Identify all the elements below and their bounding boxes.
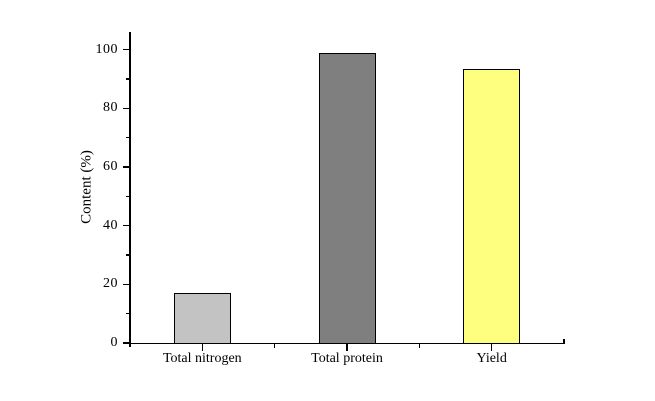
x-minor-tick (418, 344, 421, 348)
y-minor-tick (126, 254, 130, 256)
y-tick-label: 100 (95, 41, 118, 57)
bar-total-protein (318, 52, 376, 344)
x-major-tick (490, 344, 493, 351)
y-major-tick (123, 283, 130, 286)
y-major-tick (123, 224, 130, 227)
y-tick-label: 40 (103, 217, 118, 233)
y-tick-label: 0 (110, 335, 118, 350)
y-minor-tick (126, 312, 130, 315)
x-major-tick (346, 344, 348, 351)
y-minor-tick (126, 136, 130, 139)
x-category-label: Total protein (311, 351, 383, 366)
y-minor-tick (126, 195, 130, 198)
x-minor-tick (273, 344, 276, 348)
y-axis-title: Content (%) (78, 150, 95, 224)
y-tick-label: 20 (103, 276, 118, 292)
x-axis-end-tick (563, 338, 565, 343)
y-major-tick (123, 166, 130, 168)
bar-yield (463, 68, 521, 344)
x-category-label: Yield (476, 351, 507, 366)
x-major-tick (201, 344, 204, 351)
y-tick-label: 60 (103, 158, 118, 174)
y-axis-line (129, 32, 131, 347)
y-tick-label: 80 (103, 100, 118, 116)
y-major-tick (123, 342, 130, 344)
bar-total-nitrogen (173, 292, 231, 344)
y-major-tick (123, 107, 130, 110)
x-category-label: Total nitrogen (162, 351, 242, 366)
y-major-tick (123, 48, 130, 51)
y-minor-tick (126, 78, 130, 80)
